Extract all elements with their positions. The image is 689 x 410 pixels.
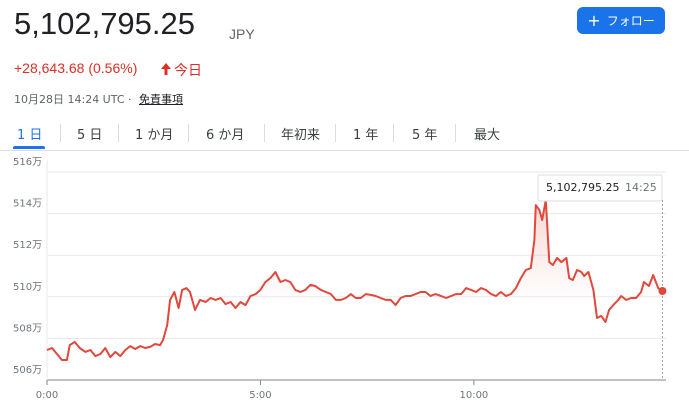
x-tick-label: 0:00 xyxy=(36,390,58,401)
range-tab[interactable]: 5 日 xyxy=(77,128,103,143)
tab-separator xyxy=(455,124,456,142)
y-tick-label: 508万 xyxy=(13,323,42,334)
y-tick-label: 510万 xyxy=(13,282,42,293)
range-tab[interactable]: 最大 xyxy=(474,128,501,143)
y-tick-label: 514万 xyxy=(13,199,42,210)
tooltip-box xyxy=(537,174,663,202)
tooltip-time: 14:25 xyxy=(625,181,657,194)
currency: JPY xyxy=(229,26,255,42)
price: 5,102,795.25 xyxy=(14,6,196,41)
x-tick-label: 5:00 xyxy=(249,390,271,401)
x-tick-label: 10:00 xyxy=(459,390,488,401)
area-fill xyxy=(47,200,663,380)
tab-separator xyxy=(60,124,61,142)
y-tick-label: 506万 xyxy=(13,365,42,376)
timestamp: 10月28日 14:24 UTC · xyxy=(14,93,132,106)
range-tab[interactable]: 6 か月 xyxy=(206,128,245,143)
range-tab[interactable]: 1 か月 xyxy=(135,128,174,143)
last-point xyxy=(658,286,667,295)
range-tabs: 1 日 5 日 1 か月 6 か月 年初来 1 年 5 年 最大 xyxy=(0,118,689,151)
tab-separator xyxy=(264,124,265,142)
range-tab[interactable]: 5 年 xyxy=(412,128,438,143)
follow-label: フォロー xyxy=(606,14,655,28)
price-line xyxy=(46,199,663,361)
y-tick-label: 512万 xyxy=(13,240,42,251)
y-tick-label: 516万 xyxy=(13,157,42,168)
tab-separator xyxy=(188,124,189,142)
up-arrow-icon xyxy=(161,63,171,75)
tab-separator xyxy=(118,124,119,142)
active-tab-underline xyxy=(13,146,45,149)
tab-separator xyxy=(335,124,336,142)
range-tab[interactable]: 年初来 xyxy=(281,128,321,143)
tab-separator xyxy=(393,124,394,142)
plus-icon: + xyxy=(587,11,601,30)
range-tab[interactable]: 1 日 xyxy=(17,128,43,143)
disclaimer-link[interactable]: 免責事項 xyxy=(139,93,183,106)
change: +28,643.68 (0.56%) xyxy=(14,60,138,76)
range-tab[interactable]: 1 年 xyxy=(353,128,379,143)
tooltip-value: 5,102,795.25 xyxy=(546,181,619,194)
follow-button[interactable]: + フォロー xyxy=(577,7,665,34)
period: 今日 xyxy=(174,63,202,79)
